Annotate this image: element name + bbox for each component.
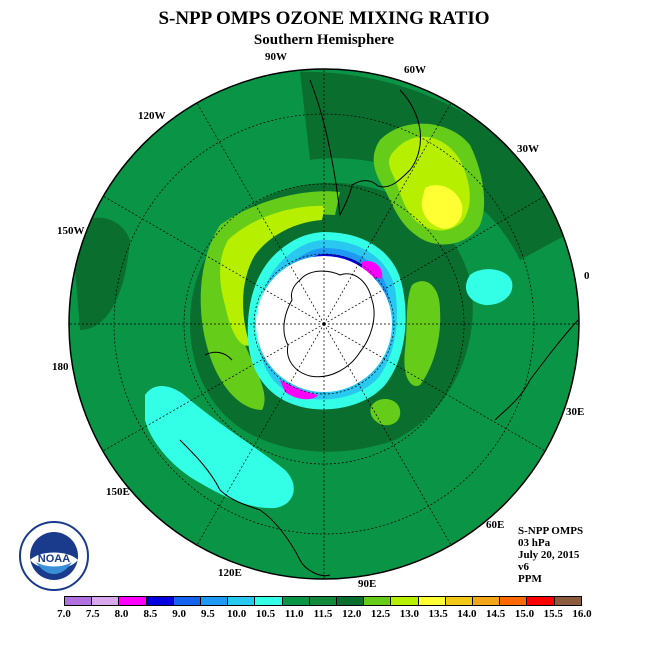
antarctica-coastline: [283, 270, 375, 378]
south-america-coastline: [309, 79, 421, 217]
colorbar-tick-label: 9.0: [172, 608, 186, 620]
colorbar-swatch: [527, 597, 555, 605]
colorbar-swatch: [309, 597, 338, 605]
graticule: [69, 69, 579, 579]
colorbar-tick-label: 13.0: [399, 608, 419, 620]
dark-band-west: [72, 217, 130, 330]
date-label: July 20, 2015: [518, 549, 580, 561]
lime-crescent-west-inner: [220, 205, 325, 346]
page-title: S-NPP OMPS OZONE MIXING RATIO: [158, 8, 490, 29]
new-zealand-coastline: [204, 351, 233, 361]
label-60w: 60W: [404, 64, 426, 76]
africa-coastline: [494, 319, 579, 421]
colorbar: [64, 596, 582, 606]
colorbar-tick-label: 10.0: [227, 608, 247, 620]
colorbar-tick-label: 8.5: [143, 608, 158, 620]
colorbar-tick-label: 14.5: [486, 608, 506, 620]
colorbar-tick-label: 9.5: [201, 608, 215, 620]
colorbar-swatch: [146, 597, 174, 605]
australia-coastline: [179, 439, 331, 577]
colorbar-swatch: [201, 597, 229, 605]
label-180: 180: [52, 361, 69, 373]
label-60e: 60E: [486, 519, 504, 531]
south-pole-marker: [322, 322, 326, 326]
colorbar-tick-label: 8.0: [114, 608, 129, 620]
colorbar-swatch: [500, 597, 528, 605]
colorbar-swatch: [282, 597, 310, 605]
colorbar-tick-label: 10.5: [255, 608, 276, 620]
colorbar-swatch: [391, 597, 419, 605]
label-90w: 90W: [265, 51, 287, 63]
colorbar-tick-label: 15.5: [543, 608, 563, 620]
pressure-level: 03 hPa: [518, 537, 551, 549]
colorbar-swatch: [65, 597, 93, 605]
noaa-logo: NOAA: [19, 521, 89, 591]
colorbar-ticks: 7.0 7.5 8.0 8.5 9.0 9.5 10.0 10.5 11.0 11.5 12.0 12…: [0, 608, 648, 622]
cyan-patch-southwest: [145, 385, 294, 509]
label-30e: 30E: [566, 406, 584, 418]
label-120e: 120E: [218, 567, 242, 579]
colorbar-tick-label: 15.0: [514, 608, 535, 620]
units-label: PPM: [518, 573, 542, 585]
instrument-label: S-NPP OMPS: [518, 525, 584, 537]
colorbar-swatch: [554, 597, 581, 605]
label-90e: 90E: [358, 578, 376, 590]
colorbar-swatch: [364, 597, 392, 605]
colorbar-tick-label: 12.0: [342, 608, 362, 620]
label-0: 0: [584, 270, 590, 282]
cyan-patch-east: [465, 269, 513, 306]
info-block: S-NPP OMPS 03 hPa July 20, 2015 v6 PPM: [518, 525, 583, 585]
colorbar-swatch: [418, 597, 446, 605]
coastlines: [179, 79, 579, 577]
colorbar-tick-label: 11.0: [284, 608, 304, 620]
noaa-logo-text: NOAA: [38, 553, 70, 565]
colorbar-swatch: [255, 597, 283, 605]
colorbar-tick-label: 16.0: [572, 608, 592, 620]
label-150e: 150E: [106, 486, 130, 498]
colorbar-tick-label: 7.5: [85, 608, 100, 620]
lime-patch-south: [370, 398, 401, 426]
colorbar-tick-label: 12.5: [370, 608, 391, 620]
colorbar-swatch: [228, 597, 256, 605]
label-120w: 120W: [138, 110, 166, 122]
version-label: v6: [518, 561, 529, 573]
colorbar-tick-label: 7.0: [57, 608, 71, 620]
lime-patch-east: [404, 281, 441, 386]
colorbar-swatch: [119, 597, 147, 605]
colorbar-tick-label: 14.0: [457, 608, 477, 620]
colorbar-swatch: [445, 597, 474, 605]
map-border: [68, 68, 580, 580]
page-subtitle: Southern Hemisphere: [253, 32, 395, 48]
colorbar-swatch: [92, 597, 120, 605]
label-30w: 30W: [517, 143, 539, 155]
colorbar-swatch: [173, 597, 202, 605]
colorbar-tick-label: 11.5: [313, 608, 333, 620]
label-150w: 150W: [57, 225, 85, 237]
colorbar-swatch: [473, 597, 501, 605]
yellow-core-northeast: [421, 185, 463, 229]
colorbar-tick-label: 13.5: [428, 608, 448, 620]
colorbar-swatch: [337, 597, 365, 605]
